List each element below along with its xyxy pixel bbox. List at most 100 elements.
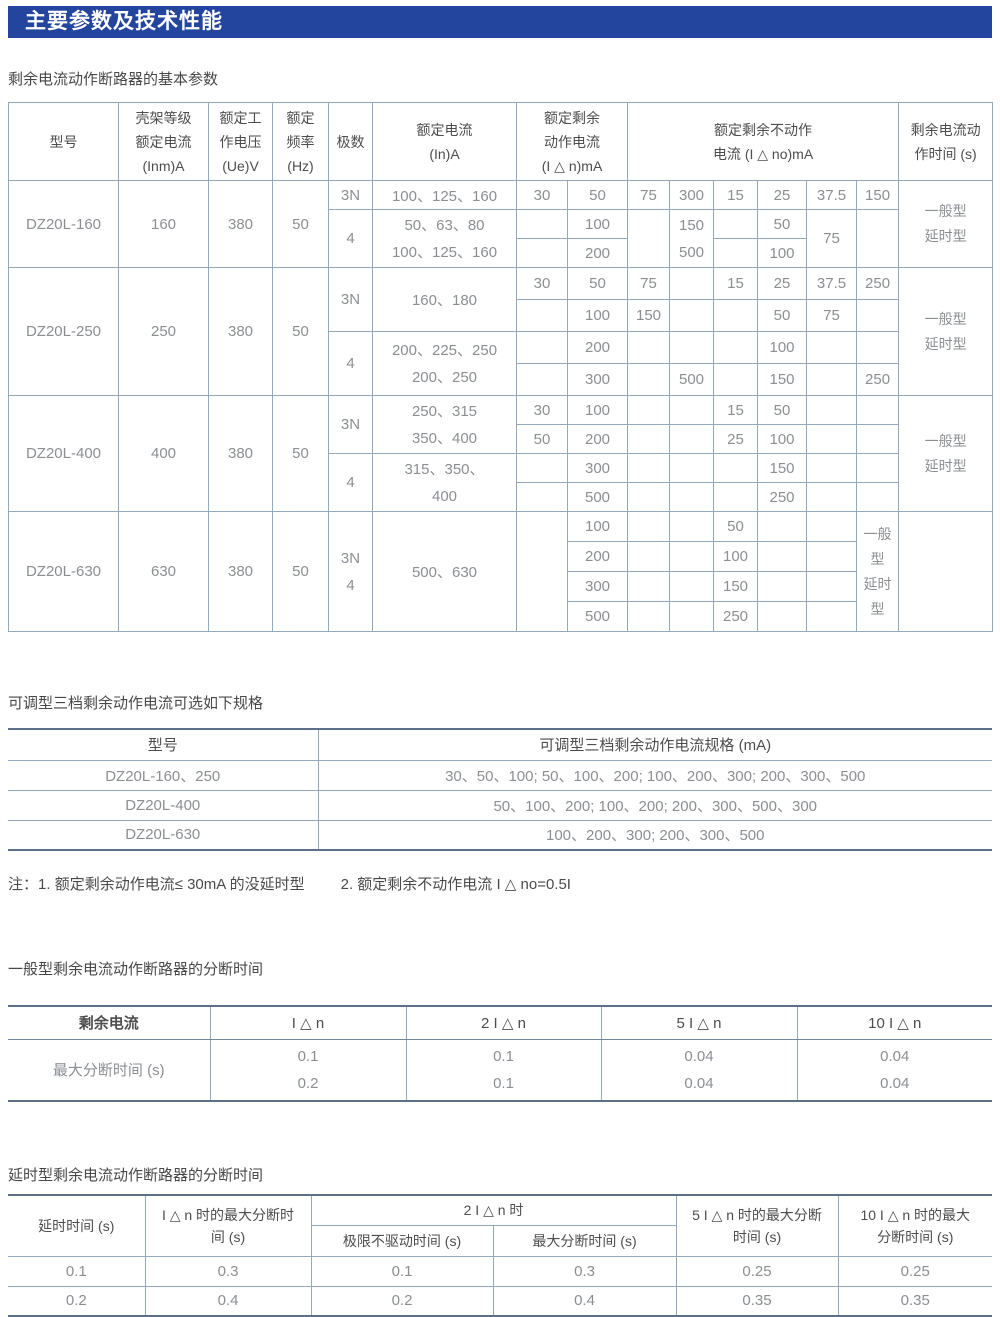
value-cell: DZ20L-400 — [8, 789, 319, 821]
value-cell: 250 — [757, 482, 808, 512]
header-cell: 极数 — [328, 102, 373, 181]
value-cell: 50、63、80 100、125、160 — [372, 209, 517, 268]
value-cell — [856, 331, 900, 364]
value-cell — [856, 424, 900, 454]
value-cell — [757, 541, 808, 572]
note-item-2: 2. 额定剩余不动作电流 I △ no=0.5I — [340, 876, 571, 893]
value-cell: 50 — [516, 424, 568, 454]
value-cell — [516, 299, 568, 332]
value-cell: 0.1 — [310, 1255, 494, 1287]
value-cell — [627, 331, 671, 364]
value-cell — [713, 482, 759, 512]
value-cell: 37.5 — [806, 180, 858, 210]
value-cell — [627, 395, 671, 425]
header-cell: 型号 — [8, 102, 119, 181]
value-cell — [516, 453, 568, 483]
value-cell: 75 — [806, 209, 858, 268]
delay-breaking-time-title: 延时型剩余电流动作断路器的分断时间 — [8, 1167, 264, 1184]
header-cell: 可调型三档剩余动作电流规格 (mA) — [317, 728, 992, 761]
header-cell: 2 I △ n 时 — [310, 1194, 677, 1226]
general-breaking-time-title: 一般型剩余电流动作断路器的分断时间 — [8, 961, 264, 978]
value-cell: 150 — [856, 180, 900, 210]
value-cell: 630 — [118, 511, 209, 632]
value-cell: 200 — [566, 424, 629, 454]
value-cell — [669, 267, 715, 300]
header-cell: 延时时间 (s) — [8, 1194, 146, 1257]
value-cell — [856, 299, 900, 332]
value-cell: 250 — [118, 267, 209, 396]
value-cell: 300 — [566, 363, 629, 396]
value-cell — [627, 424, 671, 454]
value-cell: 50 — [272, 511, 329, 632]
value-cell — [669, 299, 715, 332]
value-cell: 500 — [566, 601, 629, 632]
value-cell — [806, 601, 858, 632]
page-title: 主要参数及技术性能 — [25, 10, 223, 33]
value-cell: DZ20L-400 — [8, 395, 119, 512]
value-cell: 0.1 0.2 — [209, 1038, 407, 1102]
value-cell — [806, 424, 858, 454]
value-cell — [806, 571, 858, 602]
value-cell: 100 — [713, 541, 759, 572]
value-cell — [713, 209, 759, 239]
value-cell: 380 — [208, 395, 273, 512]
value-cell: 一般型 延时型 — [898, 267, 994, 396]
value-cell: 50、100、200; 100、200; 200、300、500、300 — [317, 789, 992, 821]
value-cell: 50 — [566, 267, 629, 300]
value-cell: 300 — [566, 453, 629, 483]
value-cell: 160、180 — [372, 267, 517, 332]
header-cell: 型号 — [8, 728, 319, 761]
value-cell — [516, 482, 568, 512]
value-cell: 50 — [566, 180, 629, 210]
value-cell: 200 — [566, 541, 629, 572]
value-cell: 0.4 — [492, 1285, 677, 1317]
value-cell — [669, 482, 715, 512]
value-cell: 15 — [713, 395, 759, 425]
catalog-page: 主要参数及技术性能 剩余电流动作断路器的基本参数 型号 壳架等级 额定电流 (Inm)… — [0, 6, 1000, 1317]
value-cell: 100 — [757, 238, 808, 268]
adjustable-current-table: 型号 可调型三档剩余动作电流规格 (mA) DZ20L-160、250 30、50、1… — [8, 728, 992, 851]
value-cell: 3N — [328, 395, 373, 454]
header-cell: I △ n — [209, 1005, 407, 1040]
value-cell — [713, 238, 759, 268]
value-cell: 0.4 — [144, 1285, 312, 1317]
value-cell: DZ20L-160 — [8, 180, 119, 268]
value-cell: 380 — [208, 180, 273, 268]
header-cell: 2 I △ n — [405, 1005, 602, 1040]
value-cell: 150 — [757, 453, 808, 483]
value-cell: 75 — [627, 180, 671, 210]
value-cell: 50 — [757, 299, 808, 332]
value-cell: 150 — [627, 299, 671, 332]
value-cell — [669, 331, 715, 364]
value-cell: DZ20L-630 — [8, 511, 119, 632]
header-cell: 壳架等级 额定电流 (Inm)A — [118, 102, 209, 181]
value-cell — [713, 299, 759, 332]
value-cell: 0.1 — [8, 1255, 146, 1287]
value-cell: 100、200、300; 200、300、500 — [317, 819, 992, 851]
header-cell: 额定工 作电压 (Ue)V — [208, 102, 273, 181]
value-cell: 50 — [272, 267, 329, 396]
header-cell: 剩余电流动 作时间 (s) — [898, 102, 994, 181]
value-cell: 400 — [118, 395, 209, 512]
value-cell — [669, 541, 715, 572]
value-cell — [669, 601, 715, 632]
header-cell: 额定 频率 (Hz) — [272, 102, 329, 181]
value-cell: 一般型 延时型 — [856, 511, 900, 632]
value-cell — [713, 363, 759, 396]
value-cell — [516, 209, 568, 239]
value-cell: 250 — [856, 267, 900, 300]
value-cell: 0.2 — [8, 1285, 146, 1317]
value-cell: 最大分断时间 (s) — [8, 1038, 211, 1102]
value-cell: 3N — [328, 180, 373, 210]
value-cell: 30 — [516, 180, 568, 210]
header-cell: 5 I △ n 时的最大分断 时间 (s) — [675, 1194, 839, 1257]
value-cell: 37.5 — [806, 267, 858, 300]
value-cell — [516, 331, 568, 364]
value-cell — [713, 331, 759, 364]
value-cell — [806, 482, 858, 512]
value-cell: 100 — [566, 209, 629, 239]
value-cell: 300 — [669, 180, 715, 210]
value-cell: 30、50、100; 50、100、200; 100、200、300; 200、… — [317, 759, 992, 791]
value-cell: 0.35 — [837, 1285, 993, 1317]
value-cell: DZ20L-160、250 — [8, 759, 319, 791]
